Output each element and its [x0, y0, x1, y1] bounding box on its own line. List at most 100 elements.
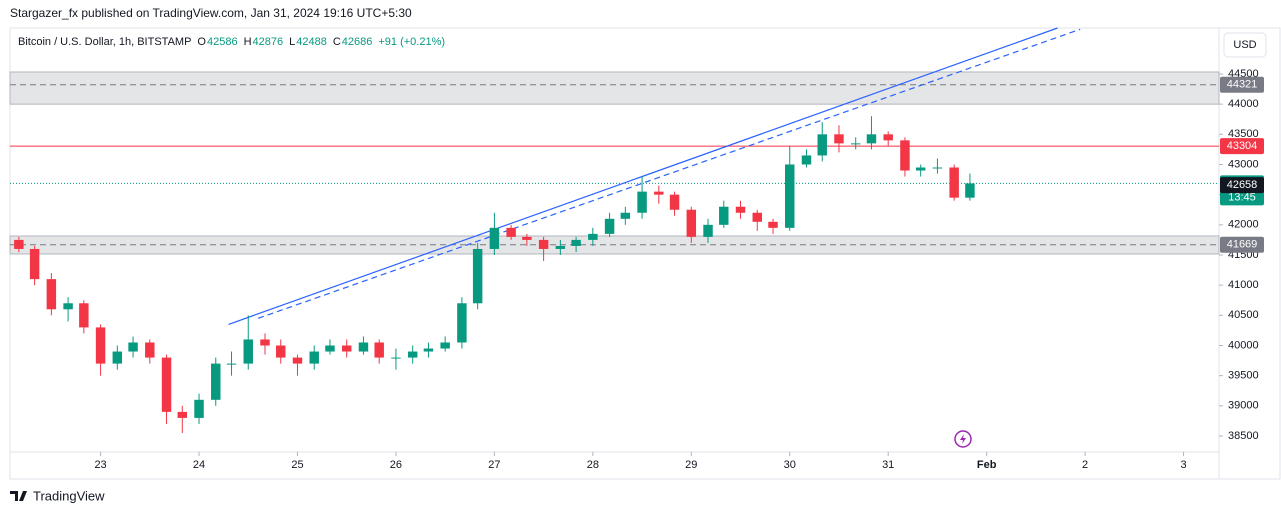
x-tick-label: 3 — [1180, 459, 1186, 471]
candle-body — [457, 303, 467, 343]
logo: TradingView — [10, 488, 105, 503]
candle-body — [391, 357, 401, 359]
level-label: 42658 — [1227, 179, 1258, 191]
candle-body — [276, 345, 286, 358]
candle-body — [588, 233, 598, 240]
candle-body — [965, 183, 975, 198]
candle-body — [292, 357, 303, 364]
x-tick-label: 25 — [291, 459, 303, 471]
replay-icon[interactable] — [954, 430, 972, 448]
candle-body — [358, 342, 369, 352]
candle-body — [440, 342, 450, 349]
legend-change: +91 (+0.21%) — [378, 36, 445, 48]
candle-body — [374, 342, 384, 358]
candle-body — [489, 227, 500, 249]
icon-bolt[interactable] — [960, 434, 966, 444]
x-tick-label: 29 — [685, 459, 697, 471]
candle-body — [654, 191, 664, 195]
candle-body — [423, 348, 434, 352]
candle-body — [900, 140, 910, 171]
candle-body — [522, 236, 532, 240]
candle-body — [620, 212, 631, 219]
y-tick-label: 38500 — [1228, 430, 1259, 442]
candle-body — [932, 167, 943, 169]
legend-l-label: L — [289, 36, 295, 48]
candle-body — [226, 363, 237, 365]
x-tick-label: 30 — [784, 459, 796, 471]
legend-o-label: O — [197, 36, 206, 48]
y-tick-label: 39500 — [1228, 370, 1259, 382]
candle-body — [309, 351, 319, 364]
legend-low: 42488 — [296, 36, 327, 48]
x-tick-label: 28 — [587, 459, 599, 471]
candle-body — [46, 279, 57, 310]
y-tick-label: 39000 — [1228, 400, 1259, 412]
level-label: 41669 — [1227, 239, 1258, 251]
candle-body — [128, 342, 138, 352]
candle-body — [752, 212, 762, 222]
legend-symbol: Bitcoin / U.S. Dollar, 1h, BITSTAMP — [18, 36, 191, 48]
candle-body — [79, 303, 89, 328]
candle-body — [112, 351, 123, 364]
legend-close: 42686 — [342, 36, 373, 48]
candle-body — [850, 143, 861, 145]
legend-c-label: C — [333, 36, 341, 48]
candle-body — [63, 303, 73, 310]
y-tick-label: 42000 — [1228, 219, 1259, 231]
currency-label[interactable]: USD — [1233, 39, 1256, 51]
x-tick-label: 27 — [488, 459, 500, 471]
candle-body — [194, 399, 204, 418]
legend-open: 42586 — [207, 36, 238, 48]
candle-body — [341, 345, 352, 352]
x-tick-label: 23 — [94, 459, 106, 471]
candle-body — [407, 351, 418, 358]
level-label: 43304 — [1227, 140, 1258, 152]
candle-body — [260, 339, 270, 346]
x-tick-label: 24 — [193, 459, 205, 471]
candle-body — [669, 194, 680, 210]
candle-body — [506, 227, 516, 237]
x-tick-label: 2 — [1082, 459, 1088, 471]
candle-body — [866, 134, 877, 144]
candle-body — [14, 239, 24, 249]
icon-ring[interactable] — [954, 430, 972, 448]
y-tick-label: 40500 — [1228, 309, 1259, 321]
x-tick-label: 31 — [882, 459, 894, 471]
candle-body — [145, 342, 155, 358]
y-tick-label: 44000 — [1228, 98, 1259, 110]
candle-body — [817, 134, 827, 156]
candle-body — [915, 167, 926, 171]
legend-h-label: H — [244, 36, 252, 48]
logo-icon — [10, 491, 27, 501]
candle-body — [801, 155, 812, 165]
zone — [9, 71, 1220, 105]
trendline — [257, 28, 1081, 319]
candle-body — [161, 357, 172, 412]
y-tick-label: 41000 — [1228, 279, 1259, 291]
candle-body — [29, 248, 40, 280]
level-label-box — [1220, 76, 1264, 93]
candle-body — [472, 248, 483, 304]
candle-body — [949, 167, 959, 198]
candle-body — [785, 164, 795, 228]
published-line: Stargazer_fx published on TradingView.co… — [10, 6, 412, 20]
candle-body — [177, 411, 188, 418]
candle-body — [883, 134, 893, 141]
currency-button[interactable] — [1223, 32, 1267, 58]
level-label-box — [1220, 177, 1264, 194]
candle-body — [735, 206, 746, 213]
candle-body — [768, 221, 778, 228]
candle-body — [571, 239, 581, 246]
x-tick-label: Feb — [977, 459, 997, 471]
trendline — [228, 27, 1058, 325]
candle-body — [243, 339, 253, 364]
candle-body — [604, 218, 615, 234]
level-label-box — [1220, 138, 1264, 155]
logo-text: TradingView — [33, 488, 105, 503]
candle-body — [325, 345, 335, 352]
candle-body — [95, 327, 106, 364]
level-label-box — [1220, 236, 1264, 253]
candle-body — [637, 191, 647, 213]
candle-body — [555, 245, 566, 249]
